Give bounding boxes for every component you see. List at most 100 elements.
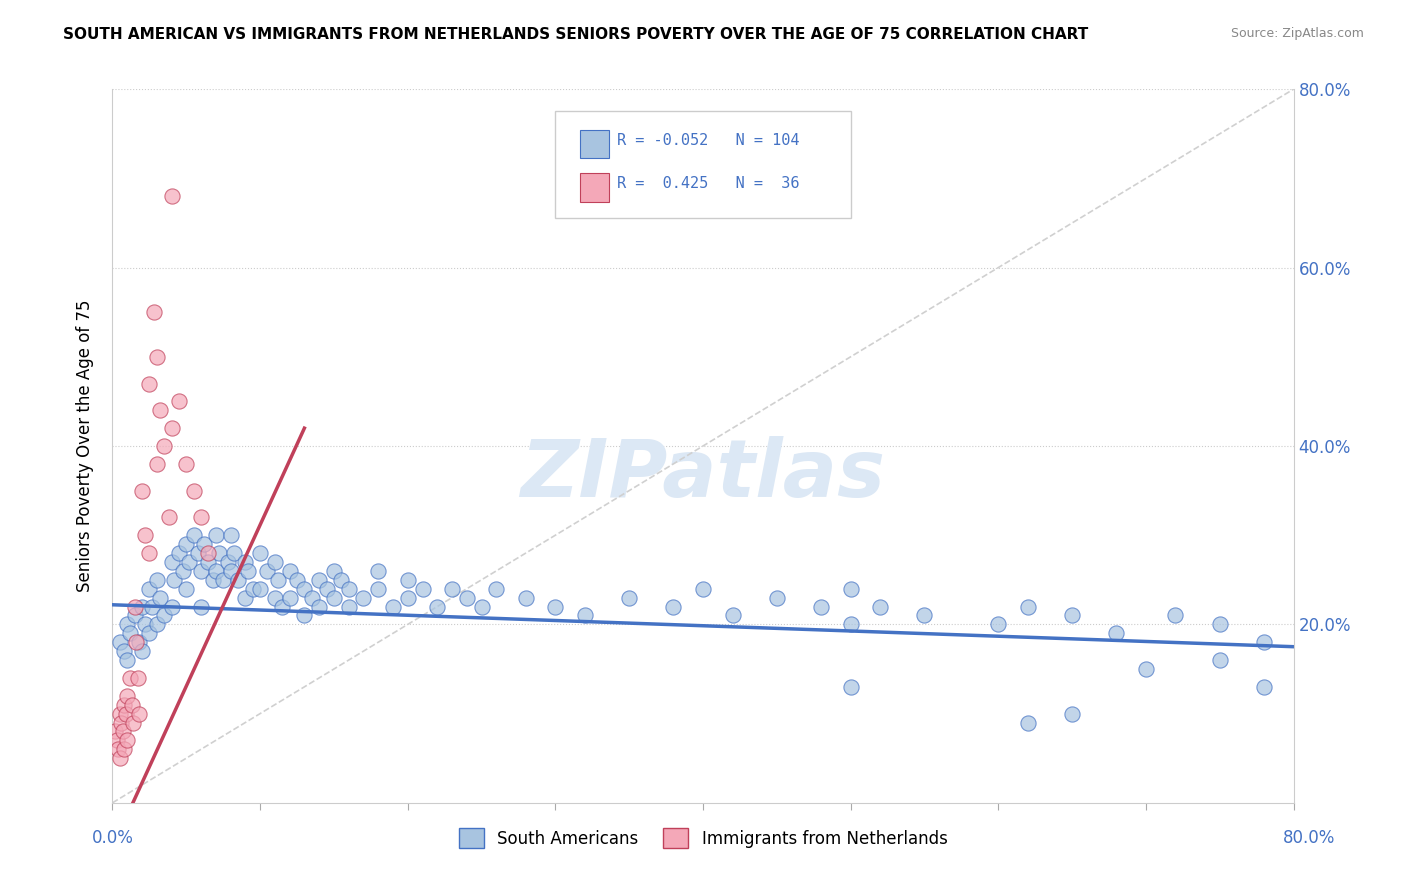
Point — [411, 582, 433, 596]
Point — [352, 591, 374, 605]
Point — [134, 528, 156, 542]
Point — [1062, 706, 1084, 721]
Point — [315, 582, 337, 596]
Point — [426, 599, 449, 614]
Point — [456, 591, 478, 605]
Point — [574, 608, 596, 623]
Point — [810, 599, 832, 614]
Point — [396, 591, 419, 605]
Point — [138, 626, 160, 640]
Point — [256, 564, 278, 578]
Point — [160, 189, 183, 203]
Point — [1017, 715, 1039, 730]
Point — [382, 599, 405, 614]
Point — [179, 555, 201, 569]
Legend: South Americans, Immigrants from Netherlands: South Americans, Immigrants from Netherl… — [451, 822, 955, 855]
Point — [153, 608, 176, 623]
Point — [108, 635, 131, 649]
Point — [174, 537, 197, 551]
Point — [197, 555, 219, 569]
Point — [104, 724, 127, 739]
Point — [131, 599, 153, 614]
Y-axis label: Seniors Poverty Over the Age of 75: Seniors Poverty Over the Age of 75 — [76, 300, 94, 592]
Point — [205, 528, 228, 542]
Point — [441, 582, 464, 596]
Point — [470, 599, 494, 614]
Point — [120, 671, 142, 685]
Point — [157, 510, 180, 524]
Point — [271, 599, 294, 614]
Point — [233, 591, 256, 605]
Point — [190, 599, 212, 614]
Point — [146, 457, 169, 471]
Point — [721, 608, 744, 623]
Point — [662, 599, 685, 614]
Point — [330, 573, 353, 587]
FancyBboxPatch shape — [581, 130, 609, 159]
Point — [292, 582, 315, 596]
Point — [201, 573, 224, 587]
Point — [153, 439, 176, 453]
Point — [128, 706, 150, 721]
Point — [1208, 653, 1232, 667]
Point — [264, 555, 287, 569]
Point — [238, 564, 260, 578]
Point — [174, 457, 197, 471]
Point — [242, 582, 264, 596]
Point — [367, 582, 389, 596]
Point — [396, 573, 419, 587]
Point — [167, 394, 190, 409]
Point — [1017, 599, 1039, 614]
Text: 0.0%: 0.0% — [91, 829, 134, 847]
Point — [1253, 635, 1275, 649]
Point — [112, 644, 135, 658]
Point — [205, 564, 228, 578]
Point — [128, 635, 150, 649]
Point — [142, 305, 165, 319]
Point — [117, 617, 138, 632]
Point — [190, 510, 212, 524]
Point — [337, 599, 360, 614]
Point — [1164, 608, 1187, 623]
Point — [217, 555, 239, 569]
Point — [1062, 608, 1084, 623]
Text: 80.0%: 80.0% — [1284, 829, 1336, 847]
Point — [117, 653, 138, 667]
Point — [766, 591, 789, 605]
Point — [174, 582, 197, 596]
Point — [117, 689, 138, 703]
Point — [120, 626, 142, 640]
Point — [138, 582, 160, 596]
Point — [285, 573, 308, 587]
Point — [839, 617, 862, 632]
FancyBboxPatch shape — [555, 111, 851, 218]
Point — [107, 742, 129, 756]
Point — [111, 724, 134, 739]
Point — [226, 573, 249, 587]
Point — [138, 376, 160, 391]
Point — [323, 591, 346, 605]
Point — [839, 582, 862, 596]
Point — [367, 564, 389, 578]
Point — [267, 573, 290, 587]
Point — [110, 715, 132, 730]
Point — [183, 483, 205, 498]
Point — [149, 591, 172, 605]
Point — [619, 591, 641, 605]
Point — [124, 608, 146, 623]
Text: Source: ZipAtlas.com: Source: ZipAtlas.com — [1230, 27, 1364, 40]
Point — [323, 564, 346, 578]
Point — [146, 350, 169, 364]
Point — [233, 555, 256, 569]
Point — [160, 421, 183, 435]
Point — [219, 564, 242, 578]
Point — [219, 528, 242, 542]
Point — [124, 599, 146, 614]
Point — [114, 706, 136, 721]
Point — [112, 698, 135, 712]
Point — [1135, 662, 1157, 676]
Point — [987, 617, 1010, 632]
Point — [197, 546, 219, 560]
Text: R =  0.425   N =  36: R = 0.425 N = 36 — [617, 176, 799, 191]
Point — [172, 564, 194, 578]
